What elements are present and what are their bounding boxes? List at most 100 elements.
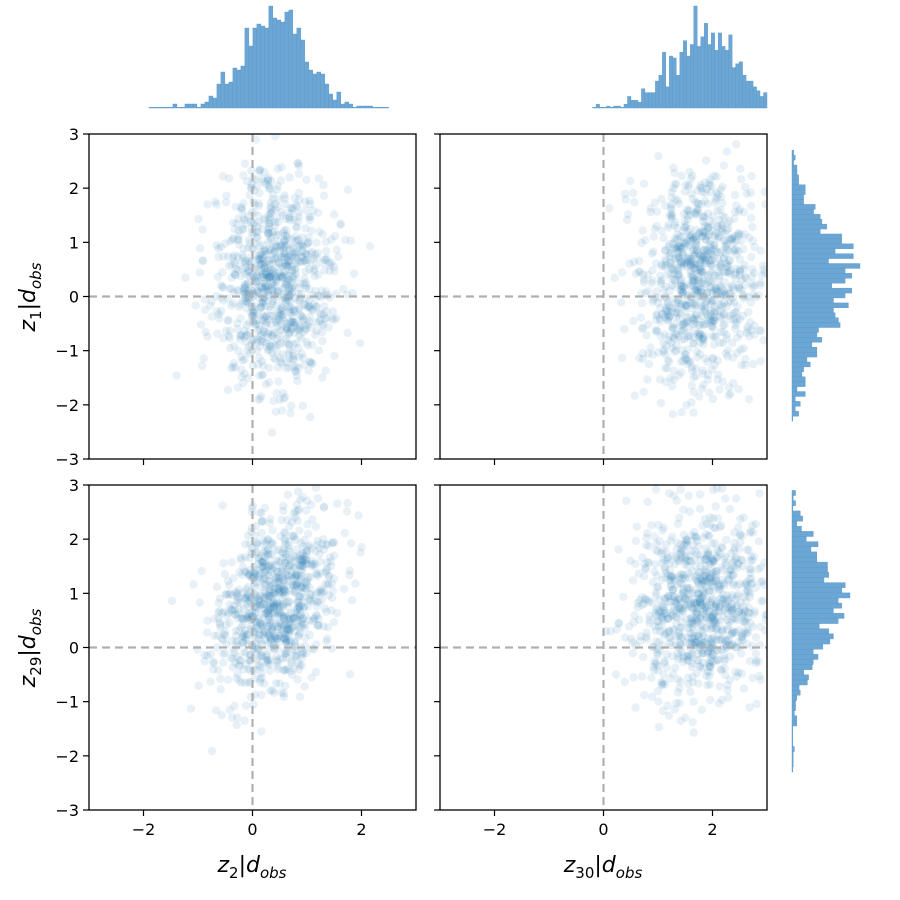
- scatter-point: [706, 247, 715, 256]
- scatter-point: [743, 628, 753, 637]
- scatter-point: [281, 637, 291, 646]
- scatter-point: [308, 616, 317, 626]
- scatter-point: [688, 613, 698, 623]
- scatter-point: [717, 695, 727, 704]
- scatter-point: [266, 635, 275, 644]
- scatter-point: [319, 191, 329, 200]
- scatter-point: [262, 651, 271, 660]
- scatter-point: [704, 616, 713, 625]
- scatter-point: [307, 544, 316, 553]
- scatter-point: [705, 557, 714, 567]
- scatter-point: [684, 619, 693, 629]
- scatter-point: [736, 555, 746, 564]
- scatter-point: [266, 632, 275, 641]
- scatter-point: [288, 355, 298, 364]
- histogram-bar: [248, 45, 254, 109]
- scatter-point: [666, 262, 676, 271]
- scatter-point: [731, 274, 740, 284]
- scatter-point: [748, 641, 757, 651]
- scatter-point: [750, 321, 759, 330]
- scatter-point: [355, 339, 365, 348]
- scatter-point: [677, 345, 686, 355]
- scatter-point: [689, 697, 698, 706]
- scatter-point: [279, 588, 288, 597]
- scatter-point: [661, 568, 670, 578]
- scatter-point: [279, 228, 288, 238]
- scatter-point: [719, 612, 728, 621]
- scatter-point: [645, 611, 654, 620]
- scatter-point: [305, 256, 315, 265]
- scatter-point: [230, 260, 240, 269]
- scatter-point: [268, 339, 278, 348]
- scatter-point: [255, 595, 264, 604]
- histogram-bar: [224, 83, 230, 109]
- scatter-point: [692, 235, 701, 244]
- scatter-point: [735, 266, 745, 276]
- scatter-point: [320, 604, 329, 613]
- scatter-point: [305, 412, 315, 422]
- scatter-point: [677, 258, 686, 268]
- scatter-point: [674, 557, 684, 566]
- scatter-point: [727, 608, 736, 617]
- scatter-point: [726, 266, 735, 275]
- scatter-point: [257, 669, 266, 678]
- scatter-point: [673, 230, 682, 239]
- histogram-bar: [791, 214, 821, 220]
- scatter-point: [230, 225, 239, 234]
- scatter-point: [721, 249, 731, 258]
- scatter-point: [260, 246, 269, 256]
- scatter-point: [252, 623, 261, 632]
- scatter-point: [285, 597, 294, 607]
- scatter-point: [660, 609, 669, 618]
- scatter-point: [701, 279, 711, 288]
- scatter-point: [651, 588, 660, 597]
- scatter-point: [699, 288, 708, 297]
- scatter-point: [252, 316, 261, 325]
- scatter-point: [279, 599, 288, 609]
- scatter-point: [257, 648, 266, 657]
- scatter-point: [743, 322, 752, 331]
- scatter-point: [629, 618, 638, 627]
- scatter-point: [673, 270, 683, 279]
- scatter-point: [698, 267, 708, 276]
- scatter-point: [723, 686, 732, 695]
- scatter-point: [709, 617, 718, 627]
- scatter-point: [689, 277, 698, 287]
- scatter-point: [696, 574, 705, 583]
- y-tick-label: −3: [55, 450, 79, 469]
- scatter-point: [695, 284, 704, 293]
- scatter-point: [717, 542, 727, 551]
- scatter-point: [290, 651, 299, 661]
- scatter-point: [248, 272, 257, 281]
- scatter-point: [660, 562, 669, 572]
- scatter-point: [637, 600, 647, 610]
- scatter-point: [275, 353, 285, 363]
- scatter-point: [700, 271, 709, 281]
- scatter-point: [281, 681, 290, 691]
- scatter-point: [759, 265, 767, 274]
- scatter-point: [237, 352, 246, 361]
- scatter-point: [279, 388, 288, 398]
- scatter-point: [677, 617, 686, 627]
- scatter-point: [318, 230, 327, 239]
- scatter-point: [724, 576, 733, 585]
- scatter-point: [269, 267, 279, 277]
- scatter-point: [667, 338, 676, 347]
- scatter-point: [233, 235, 243, 244]
- scatter-point: [265, 666, 274, 675]
- scatter-point: [762, 610, 767, 619]
- scatter-point: [275, 574, 284, 583]
- scatter-point: [275, 589, 285, 598]
- histogram-bar: [791, 391, 806, 397]
- scatter-point: [342, 507, 352, 516]
- scatter-point: [701, 189, 710, 198]
- scatter-point: [671, 253, 680, 263]
- scatter-point: [717, 284, 727, 293]
- scatter-point: [283, 664, 292, 673]
- scatter-point: [269, 584, 279, 594]
- histogram-bar: [683, 40, 687, 109]
- scatter-point: [298, 614, 307, 623]
- scatter-point: [697, 592, 707, 601]
- histogram-bar: [637, 102, 642, 109]
- scatter-point: [694, 229, 703, 238]
